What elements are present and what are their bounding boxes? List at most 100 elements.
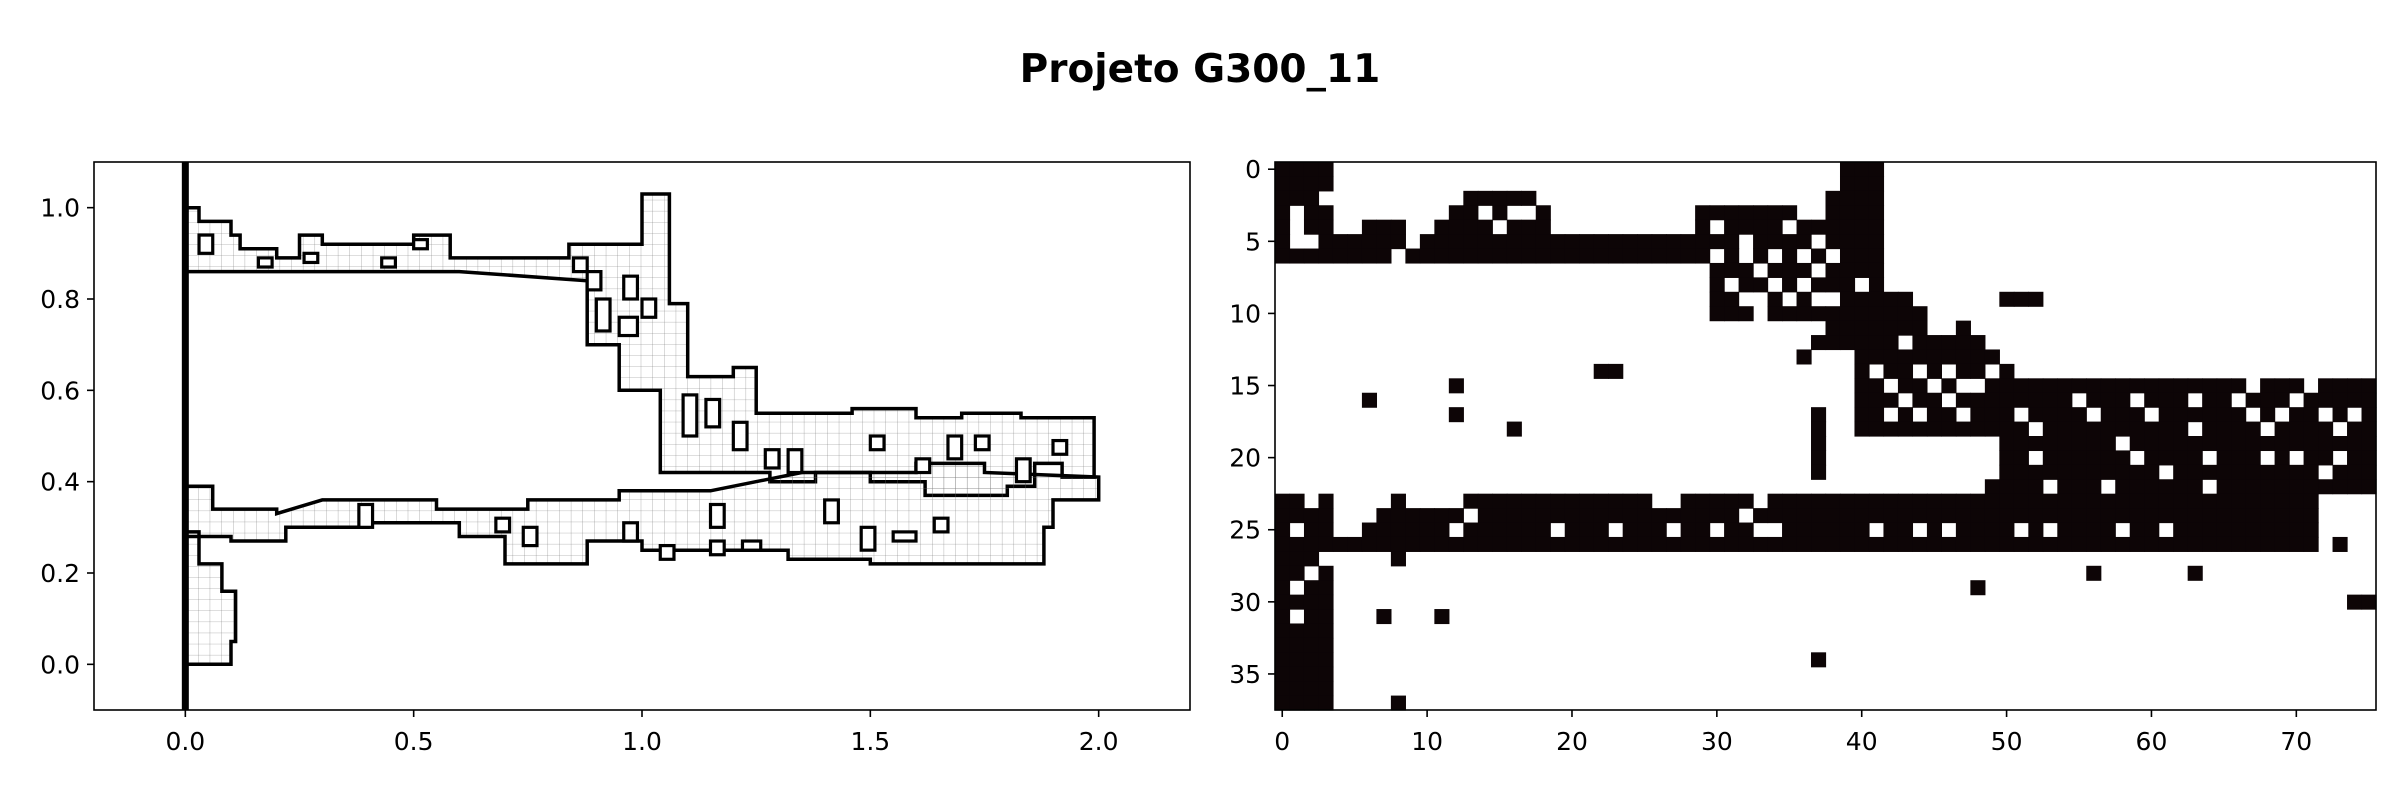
- heatmap-cell: [1868, 421, 1885, 437]
- heatmap-cell: [1666, 508, 1682, 524]
- heatmap-cell: [1868, 306, 1885, 322]
- heatmap-cell: [1926, 522, 1942, 538]
- heatmap-cell: [1724, 205, 1740, 221]
- heatmap-cell: [1941, 508, 1957, 524]
- heatmap-cell: [2202, 464, 2218, 480]
- heatmap-cell: [1926, 536, 1942, 552]
- heatmap-cell: [2013, 464, 2029, 480]
- heatmap-cell: [1738, 536, 1754, 552]
- heatmap-cell: [1984, 493, 2000, 509]
- heatmap-cell: [1782, 536, 1798, 552]
- heatmap-cell: [1854, 320, 1870, 336]
- heatmap-cell: [2332, 464, 2348, 480]
- heatmap-cell: [2129, 436, 2145, 452]
- heatmap-cell: [2289, 464, 2305, 480]
- heatmap-cell: [1811, 421, 1827, 437]
- heatmap-cell: [1535, 219, 1551, 235]
- heatmap-cell: [1854, 508, 1870, 524]
- heatmap-cell: [2028, 407, 2044, 423]
- heatmap-ytick-label: 15: [1229, 372, 1261, 401]
- heatmap-cell: [1970, 508, 1986, 524]
- heatmap-cell: [1970, 335, 1986, 351]
- heatmap-cell: [2332, 392, 2348, 408]
- heatmap-cell: [1796, 219, 1812, 235]
- heatmap-cell: [1275, 594, 1291, 610]
- heatmap-cell: [2187, 436, 2203, 452]
- heatmap-cell: [1839, 234, 1856, 250]
- heatmap-cell: [1506, 493, 1522, 509]
- heatmap-cell: [1796, 234, 1812, 250]
- heatmap-cell: [2100, 464, 2116, 480]
- heatmap-cell: [1303, 248, 1320, 264]
- mesh-shapes: [181, 162, 1101, 710]
- heatmap-cell: [1883, 493, 1899, 509]
- mesh-hole: [585, 270, 603, 292]
- heatmap-cell: [1666, 248, 1682, 264]
- heatmap-cell: [1289, 623, 1305, 639]
- heatmap-cell: [2245, 508, 2261, 524]
- heatmap-cell: [1926, 349, 1942, 365]
- heatmap-cell: [1521, 190, 1537, 206]
- heatmap-cell: [1868, 349, 1885, 365]
- heatmap-cell: [1608, 363, 1624, 379]
- heatmap-cell: [2245, 479, 2261, 495]
- mesh-ytick-label: 1.0: [40, 194, 80, 223]
- mesh-hole: [594, 297, 612, 333]
- mesh-hole: [622, 274, 640, 301]
- heatmap-cell: [2202, 407, 2218, 423]
- heatmap-cell: [1680, 248, 1696, 264]
- heatmap-cell: [2042, 464, 2058, 480]
- heatmap-cell: [1318, 652, 1334, 668]
- heatmap-cell: [1767, 508, 1783, 524]
- heatmap-cell: [1868, 378, 1885, 394]
- heatmap-cell: [1941, 493, 1957, 509]
- heatmap-cell: [2332, 479, 2348, 495]
- heatmap-cell: [2202, 493, 2218, 509]
- heatmap-cell: [1999, 407, 2015, 423]
- heatmap-cell: [1839, 306, 1856, 322]
- heatmap-cell: [1825, 320, 1841, 336]
- heatmap-cell: [1275, 234, 1291, 250]
- heatmap-cell: [2144, 392, 2160, 408]
- heatmap-cell: [2115, 407, 2131, 423]
- heatmap-cell: [1999, 421, 2015, 437]
- heatmap-cell: [1753, 248, 1769, 264]
- heatmap-cell: [1318, 594, 1334, 610]
- heatmap-cell: [2100, 522, 2116, 538]
- heatmap-cell: [1782, 234, 1798, 250]
- heatmap-ytick-label: 5: [1245, 227, 1261, 256]
- heatmap-cell: [2086, 378, 2102, 394]
- heatmap-cell: [2129, 493, 2145, 509]
- heatmap-cell: [1275, 248, 1291, 264]
- heatmap-cell: [1811, 536, 1827, 552]
- heatmap-cell: [1897, 421, 1914, 437]
- heatmap-cell: [1434, 522, 1450, 538]
- heatmap-cell: [2129, 421, 2145, 437]
- heatmap-cell: [1767, 205, 1783, 221]
- heatmap-cell: [1868, 162, 1885, 178]
- heatmap-cell: [1782, 262, 1798, 278]
- heatmap-cell: [2042, 536, 2058, 552]
- heatmap-cell: [1695, 248, 1711, 264]
- heatmap-cell: [1767, 536, 1783, 552]
- heatmap-cell: [1753, 277, 1769, 293]
- heatmap-cell: [1289, 493, 1305, 509]
- heatmap-cell: [2028, 479, 2044, 495]
- heatmap-cell: [1868, 536, 1885, 552]
- heatmap-cell: [1680, 508, 1696, 524]
- heatmap-cell: [1811, 493, 1827, 509]
- heatmap-cell: [1275, 652, 1291, 668]
- heatmap-cell: [2028, 291, 2044, 307]
- heatmap-cell: [1637, 508, 1653, 524]
- heatmap-cell: [1839, 493, 1856, 509]
- heatmap-cell: [2187, 464, 2203, 480]
- heatmap-cell: [1579, 522, 1595, 538]
- heatmap-cell: [2303, 436, 2319, 452]
- heatmap-cell: [2216, 392, 2232, 408]
- heatmap-cell: [1912, 392, 1928, 408]
- mesh-hole: [914, 457, 932, 475]
- heatmap-cell: [1275, 536, 1291, 552]
- heatmap-cell: [1506, 508, 1522, 524]
- heatmap-cell: [1506, 190, 1522, 206]
- heatmap-cell: [1811, 652, 1827, 668]
